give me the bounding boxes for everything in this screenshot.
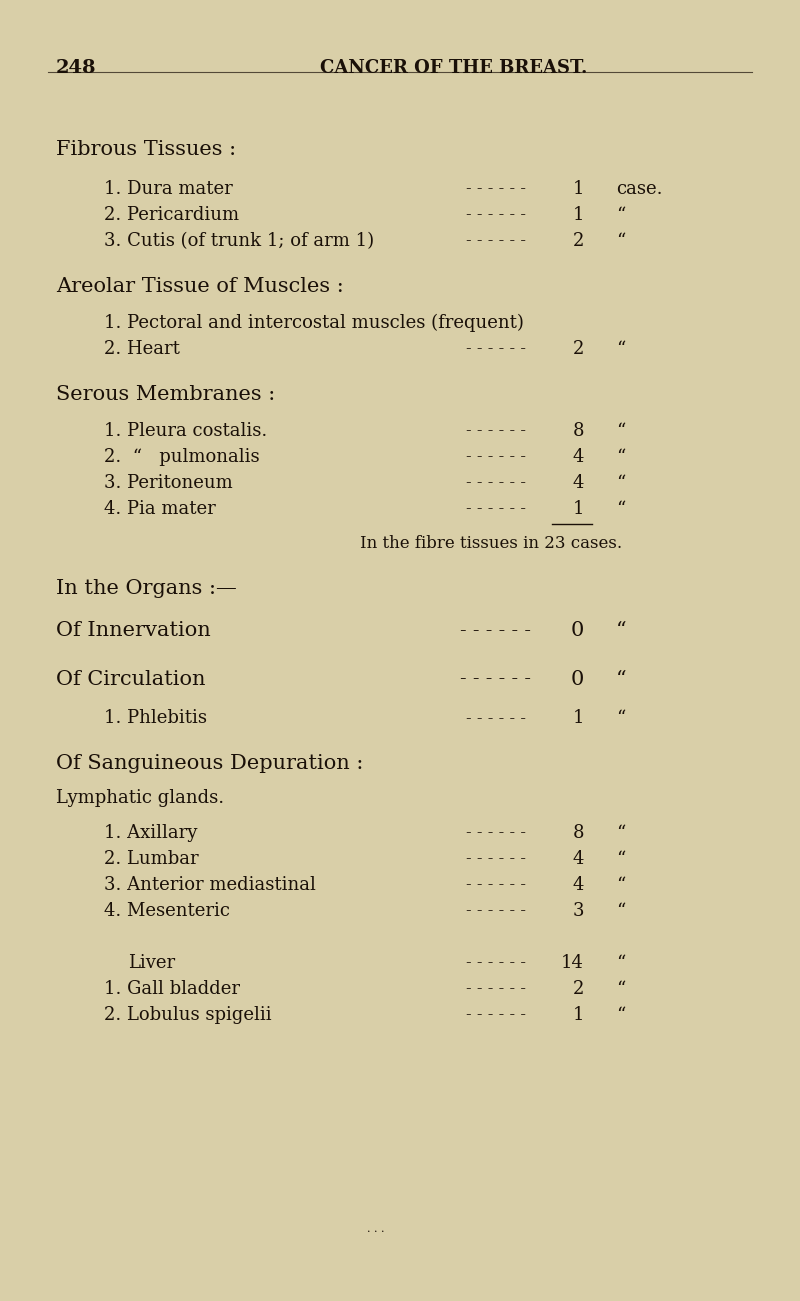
Text: - - - - - -: - - - - - - xyxy=(466,824,526,842)
Text: - - - - - -: - - - - - - xyxy=(466,709,526,727)
Text: 1. Dura mater: 1. Dura mater xyxy=(104,180,233,198)
Text: Of Sanguineous Depuration :: Of Sanguineous Depuration : xyxy=(56,755,363,773)
Text: - - - - - -: - - - - - - xyxy=(466,474,526,492)
Text: “: “ xyxy=(616,474,626,492)
Text: 2. Lumbar: 2. Lumbar xyxy=(104,850,198,868)
Text: 1: 1 xyxy=(573,500,584,518)
Text: Serous Membranes :: Serous Membranes : xyxy=(56,385,275,403)
Text: “: “ xyxy=(616,448,626,466)
Text: CANCER OF THE BREAST.: CANCER OF THE BREAST. xyxy=(320,59,587,77)
Text: 14: 14 xyxy=(561,954,584,972)
Text: - - - - - -: - - - - - - xyxy=(466,850,526,868)
Text: 0: 0 xyxy=(570,670,584,688)
Text: “: “ xyxy=(616,850,626,868)
Text: Of Circulation: Of Circulation xyxy=(56,670,206,688)
Text: “: “ xyxy=(616,422,626,440)
Text: 1. Pectoral and intercostal muscles (frequent): 1. Pectoral and intercostal muscles (fre… xyxy=(104,314,524,332)
Text: 3: 3 xyxy=(573,902,584,920)
Text: 8: 8 xyxy=(573,422,584,440)
Text: 3. Peritoneum: 3. Peritoneum xyxy=(104,474,233,492)
Text: - - - - - -: - - - - - - xyxy=(466,422,526,440)
Text: 1. Pleura costalis.: 1. Pleura costalis. xyxy=(104,422,267,440)
Text: Liver: Liver xyxy=(128,954,175,972)
Text: “: “ xyxy=(616,340,626,358)
Text: - - - - - -: - - - - - - xyxy=(466,340,526,358)
Text: “: “ xyxy=(616,622,626,640)
Text: “: “ xyxy=(616,824,626,842)
Text: 4: 4 xyxy=(573,448,584,466)
Text: - - - - - -: - - - - - - xyxy=(461,670,531,688)
Text: 4. Pia mater: 4. Pia mater xyxy=(104,500,216,518)
Text: 2. Heart: 2. Heart xyxy=(104,340,180,358)
Text: - - - - - -: - - - - - - xyxy=(466,232,526,250)
Text: 4: 4 xyxy=(573,850,584,868)
Text: 4: 4 xyxy=(573,474,584,492)
Text: 2.  “   pulmonalis: 2. “ pulmonalis xyxy=(104,448,260,466)
Text: “: “ xyxy=(616,954,626,972)
Text: 2. Pericardium: 2. Pericardium xyxy=(104,206,239,224)
Text: - - - - - -: - - - - - - xyxy=(466,980,526,998)
Text: - - - - - -: - - - - - - xyxy=(466,902,526,920)
Text: 1. Gall bladder: 1. Gall bladder xyxy=(104,980,240,998)
Text: - - - - - -: - - - - - - xyxy=(466,206,526,224)
Text: 2. Lobulus spigelii: 2. Lobulus spigelii xyxy=(104,1006,272,1024)
Text: 1: 1 xyxy=(573,206,584,224)
Text: 1: 1 xyxy=(573,1006,584,1024)
Text: - - - - - -: - - - - - - xyxy=(466,954,526,972)
Text: 8: 8 xyxy=(573,824,584,842)
Text: 248: 248 xyxy=(56,59,97,77)
Text: 1: 1 xyxy=(573,180,584,198)
Text: 0: 0 xyxy=(570,622,584,640)
Text: Fibrous Tissues :: Fibrous Tissues : xyxy=(56,141,236,159)
Text: . . .: . . . xyxy=(367,1224,385,1235)
Text: 3. Cutis (of trunk 1; of arm 1): 3. Cutis (of trunk 1; of arm 1) xyxy=(104,232,374,250)
Text: “: “ xyxy=(616,232,626,250)
Text: - - - - - -: - - - - - - xyxy=(461,622,531,640)
Text: 4: 4 xyxy=(573,876,584,894)
Text: - - - - - -: - - - - - - xyxy=(466,180,526,198)
Text: In the fibre tissues in 23 cases.: In the fibre tissues in 23 cases. xyxy=(360,535,622,553)
Text: 4. Mesenteric: 4. Mesenteric xyxy=(104,902,230,920)
Text: “: “ xyxy=(616,670,626,688)
Text: “: “ xyxy=(616,709,626,727)
Text: “: “ xyxy=(616,206,626,224)
Text: - - - - - -: - - - - - - xyxy=(466,500,526,518)
Text: - - - - - -: - - - - - - xyxy=(466,448,526,466)
Text: Lymphatic glands.: Lymphatic glands. xyxy=(56,788,224,807)
Text: “: “ xyxy=(616,902,626,920)
Text: In the Organs :—: In the Organs :— xyxy=(56,579,237,597)
Text: “: “ xyxy=(616,980,626,998)
Text: 2: 2 xyxy=(573,232,584,250)
Text: 1. Phlebitis: 1. Phlebitis xyxy=(104,709,207,727)
Text: 1: 1 xyxy=(573,709,584,727)
Text: 2: 2 xyxy=(573,340,584,358)
Text: 2: 2 xyxy=(573,980,584,998)
Text: “: “ xyxy=(616,1006,626,1024)
Text: 3. Anterior mediastinal: 3. Anterior mediastinal xyxy=(104,876,316,894)
Text: case.: case. xyxy=(616,180,662,198)
Text: 1. Axillary: 1. Axillary xyxy=(104,824,198,842)
Text: Areolar Tissue of Muscles :: Areolar Tissue of Muscles : xyxy=(56,277,344,295)
Text: “: “ xyxy=(616,876,626,894)
Text: “: “ xyxy=(616,500,626,518)
Text: - - - - - -: - - - - - - xyxy=(466,876,526,894)
Text: - - - - - -: - - - - - - xyxy=(466,1006,526,1024)
Text: Of Innervation: Of Innervation xyxy=(56,622,210,640)
